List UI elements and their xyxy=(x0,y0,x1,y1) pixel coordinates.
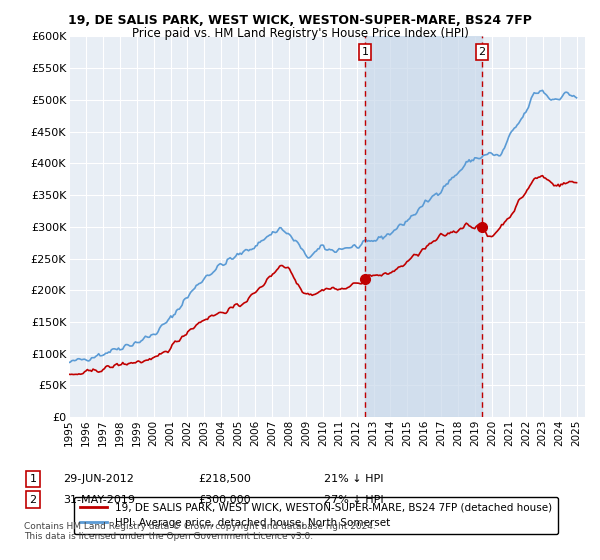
Text: 27% ↓ HPI: 27% ↓ HPI xyxy=(324,494,383,505)
Bar xyxy=(365,36,482,417)
Text: £300,000: £300,000 xyxy=(198,494,251,505)
Legend: 19, DE SALIS PARK, WEST WICK, WESTON-SUPER-MARE, BS24 7FP (detached house), HPI:: 19, DE SALIS PARK, WEST WICK, WESTON-SUP… xyxy=(74,497,558,534)
Text: 31-MAY-2019: 31-MAY-2019 xyxy=(63,494,135,505)
Text: 2: 2 xyxy=(29,494,37,505)
Text: Price paid vs. HM Land Registry's House Price Index (HPI): Price paid vs. HM Land Registry's House … xyxy=(131,27,469,40)
Text: 1: 1 xyxy=(361,47,368,57)
Text: 2: 2 xyxy=(478,47,485,57)
Text: Contains HM Land Registry data © Crown copyright and database right 2024.
This d: Contains HM Land Registry data © Crown c… xyxy=(24,522,376,542)
Text: 21% ↓ HPI: 21% ↓ HPI xyxy=(324,474,383,484)
Text: 1: 1 xyxy=(29,474,37,484)
Text: £218,500: £218,500 xyxy=(198,474,251,484)
Text: 19, DE SALIS PARK, WEST WICK, WESTON-SUPER-MARE, BS24 7FP: 19, DE SALIS PARK, WEST WICK, WESTON-SUP… xyxy=(68,14,532,27)
Text: 29-JUN-2012: 29-JUN-2012 xyxy=(63,474,134,484)
